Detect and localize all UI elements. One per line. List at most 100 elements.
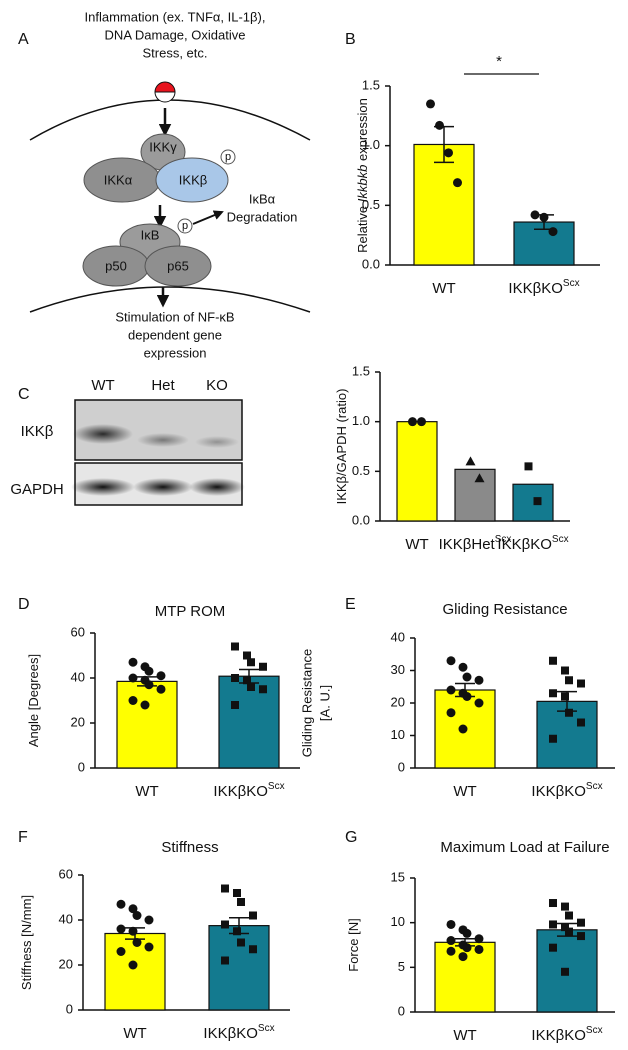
node-label: p65: [167, 258, 189, 273]
phospho: [220, 149, 236, 165]
panel-label: E: [345, 596, 356, 613]
category-superscript: Scx: [258, 1023, 275, 1034]
band: [71, 478, 135, 496]
node-label: IKKγ: [149, 139, 177, 154]
data-point: [530, 210, 540, 220]
data-point: [116, 924, 126, 934]
data-point: [548, 227, 558, 237]
y-axis-label: IKKβ/GAPDH (ratio): [334, 389, 349, 505]
x-tick-label: IKKβKOScx: [531, 781, 602, 800]
data-point: [453, 178, 462, 188]
data-point: [561, 666, 569, 675]
bar: [413, 143, 475, 266]
y-tick-label: 15: [391, 869, 405, 884]
receptor: [154, 91, 176, 103]
y-axis-label-part: expression: [355, 98, 370, 164]
y-tick-label: 10: [391, 727, 405, 742]
data-point: [444, 148, 453, 158]
y-tick-label: 60: [71, 624, 85, 639]
category-name: WT: [135, 783, 158, 800]
y-tick-label: 20: [59, 956, 73, 971]
data-point: [565, 911, 573, 920]
node-label: IKKα: [104, 172, 133, 187]
phospho-label: p: [182, 220, 188, 232]
category-name: WT: [453, 1027, 476, 1044]
node-label: IκB: [141, 227, 160, 242]
significance-mark: *: [496, 53, 502, 70]
data-point: [259, 662, 267, 671]
membrane: [29, 99, 311, 141]
data-point: [231, 674, 239, 682]
data-point: [577, 932, 585, 941]
x-tick-label: IKKβKOScx: [531, 1025, 602, 1044]
data-point: [128, 926, 138, 936]
data-point: [231, 701, 239, 709]
data-point: [243, 651, 251, 660]
western-blot: C WT Het KO IKKβ GAPDH: [10, 377, 245, 506]
y-tick-label: 0.0: [352, 512, 370, 527]
y-axis-label-part: Relative: [355, 202, 370, 253]
category-name: IKKβKO: [531, 1027, 585, 1044]
y-tick-label: 1.5: [352, 363, 370, 378]
data-point: [233, 927, 241, 936]
data-point: [577, 679, 585, 688]
chart-title: MTP ROM: [155, 603, 226, 620]
data-point: [128, 673, 138, 683]
data-point: [561, 967, 569, 976]
category-name: WT: [405, 536, 428, 553]
data-point: [221, 920, 229, 929]
panel-label: C: [18, 386, 30, 403]
data-point: [417, 417, 426, 427]
category-superscript: Scx: [563, 278, 580, 289]
y-tick-label: 0: [66, 1001, 73, 1016]
outcome-text: Stimulation of NF-κB: [115, 309, 234, 324]
data-point: [474, 944, 484, 954]
degradation-text: Degradation: [227, 209, 298, 224]
band: [189, 478, 245, 496]
node-label: IKKβ: [179, 172, 207, 187]
y-axis-label-part: IKKβ/GAPDH (ratio): [334, 389, 349, 505]
y-tick-label: 0: [398, 759, 405, 774]
y-tick-label: 5: [398, 959, 405, 974]
data-point: [577, 918, 585, 927]
data-point: [474, 698, 484, 708]
data-point: [446, 946, 456, 956]
x-tick-label: IKKβKOScx: [213, 781, 284, 800]
lane-label: KO: [206, 377, 228, 394]
stimulus-text: DNA Damage, Oxidative: [105, 27, 246, 42]
data-point: [474, 934, 484, 944]
data-point: [144, 942, 154, 952]
y-axis-label: Force [N]: [346, 918, 361, 971]
y-axis-label-part: Force [N]: [346, 918, 361, 971]
data-point: [132, 911, 142, 920]
data-point: [237, 898, 245, 906]
y-tick-label: 1.0: [362, 137, 380, 152]
panel-label: G: [345, 829, 357, 846]
data-point: [474, 675, 484, 685]
phospho: [177, 218, 193, 234]
data-point: [249, 945, 257, 954]
category-name: IKKβHet: [439, 536, 496, 553]
data-point: [259, 685, 267, 694]
y-axis-label: Gliding Resistance: [299, 649, 314, 757]
data-point: [247, 658, 255, 667]
data-point: [549, 689, 557, 698]
panel-label: A: [18, 31, 29, 48]
x-tick-label: IKKβKOScx: [203, 1023, 274, 1042]
data-point: [533, 497, 542, 506]
data-point: [549, 943, 557, 952]
data-point: [561, 692, 569, 701]
data-point: [426, 99, 435, 109]
y-tick-label: 20: [391, 694, 405, 709]
data-point: [549, 920, 557, 929]
row-label: IKKβ: [21, 423, 54, 440]
category-name: IKKβKO: [213, 783, 267, 800]
data-point: [233, 889, 241, 897]
x-tick-label: WT: [123, 1025, 146, 1042]
y-tick-label: 1.0: [352, 413, 370, 428]
chart-title: Maximum Load at Failure: [440, 839, 609, 856]
y-tick-label: 1.5: [362, 77, 380, 92]
chart-title: Gliding Resistance: [442, 601, 567, 618]
panel-label: B: [345, 31, 356, 48]
data-point: [549, 656, 557, 665]
